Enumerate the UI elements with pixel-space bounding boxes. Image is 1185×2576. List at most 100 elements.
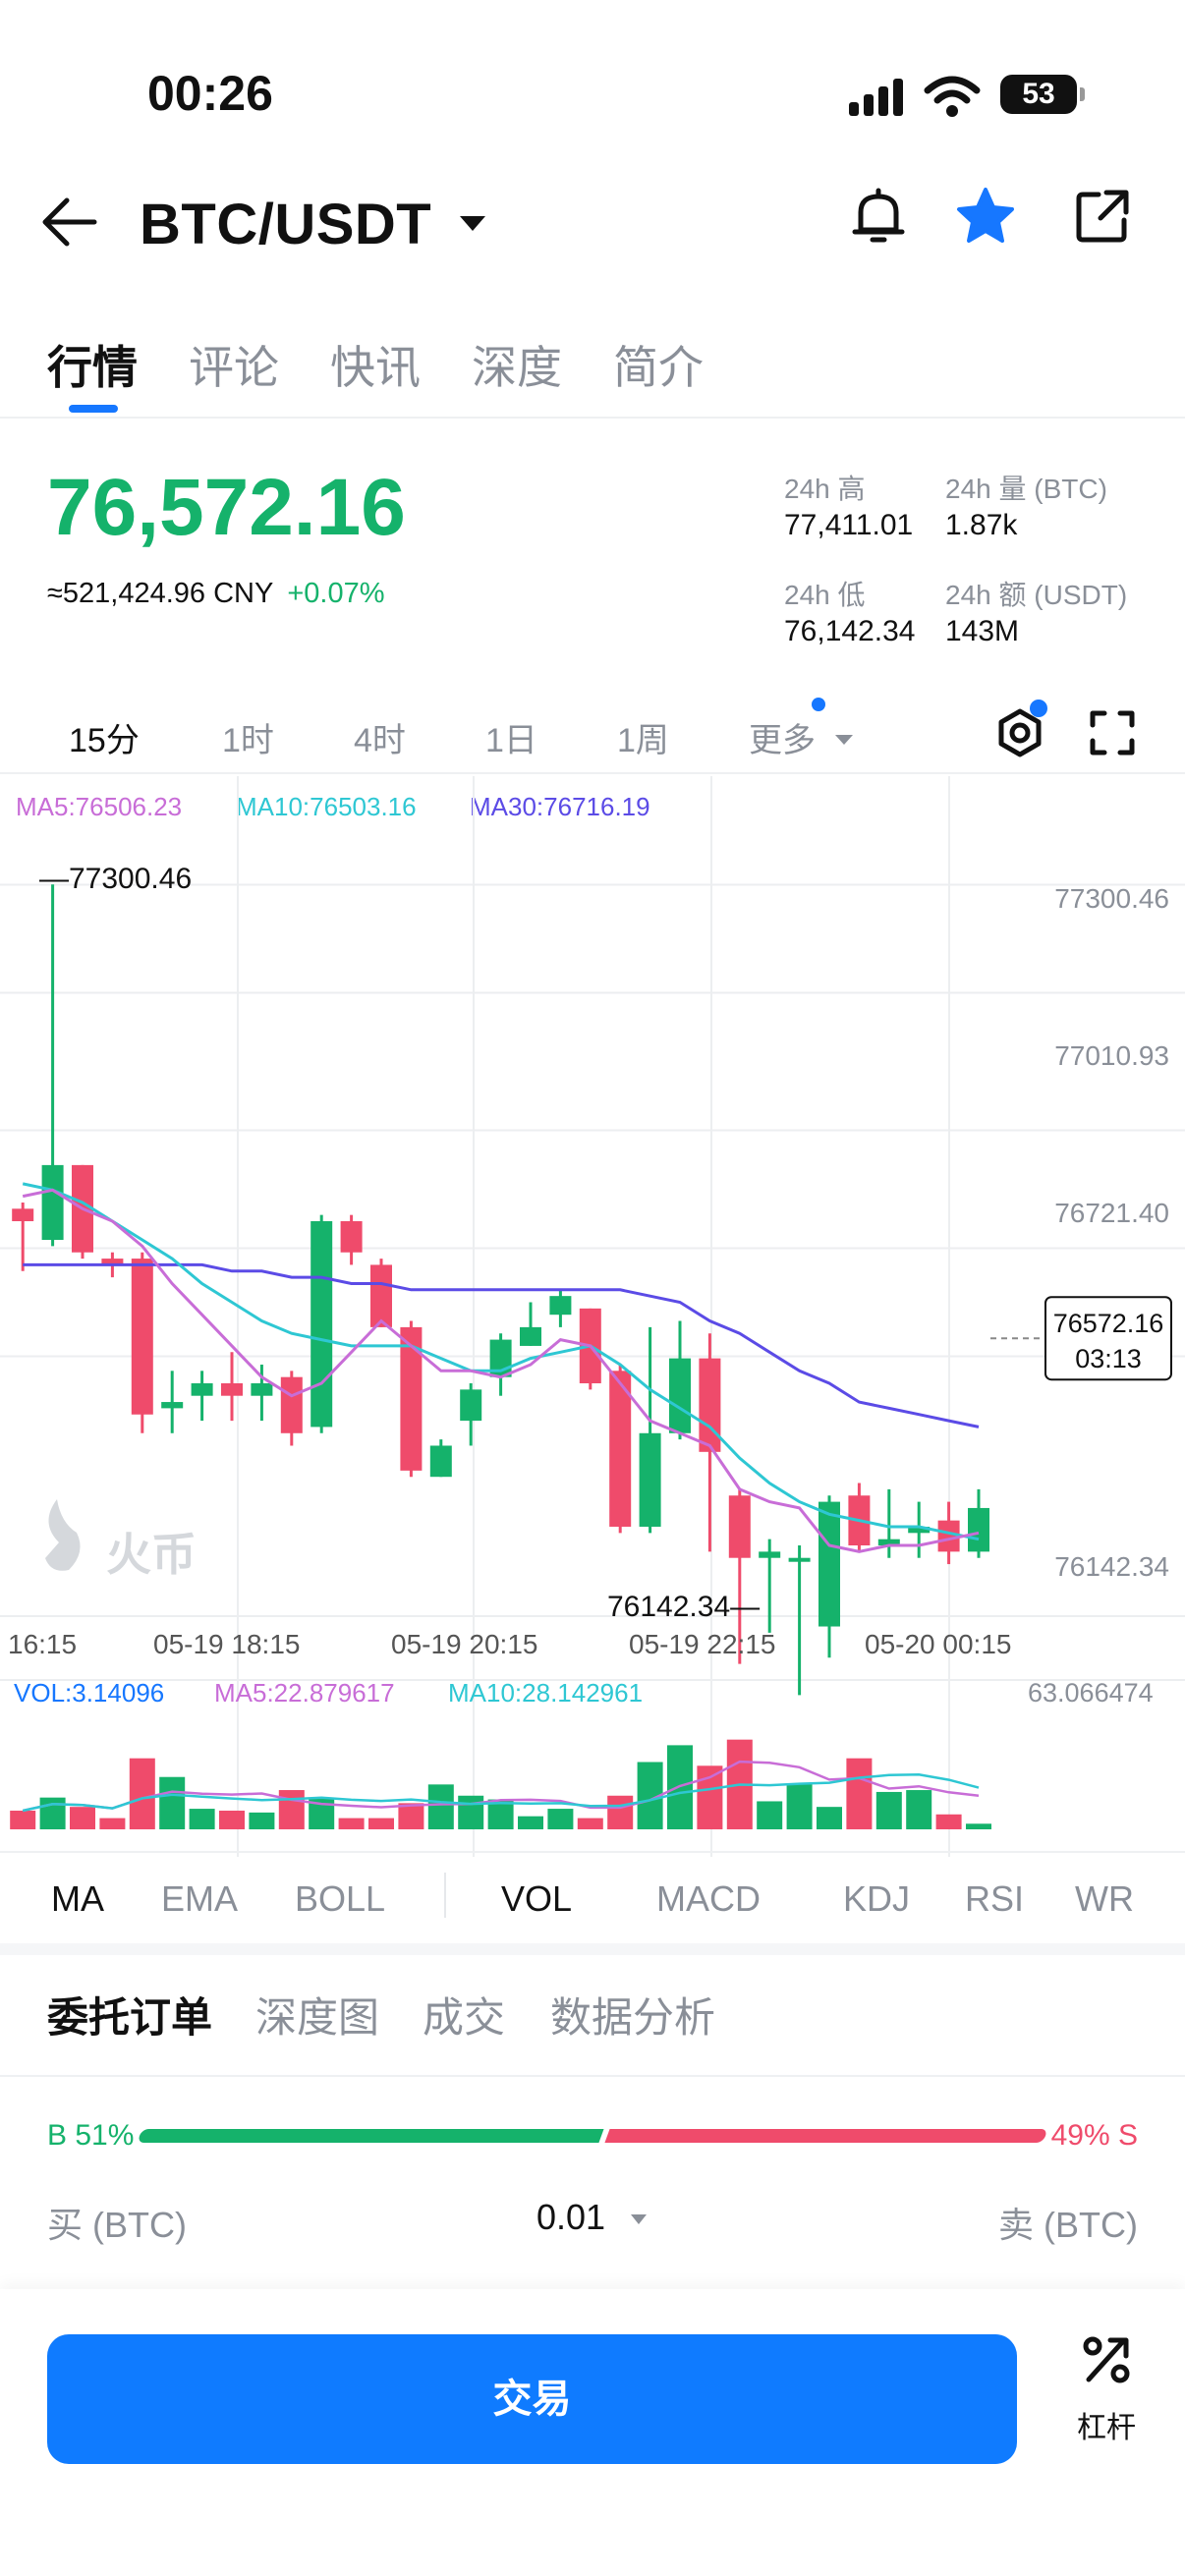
volume-bar <box>846 1758 873 1829</box>
price-axis-label: 77010.93 <box>1054 1040 1169 1071</box>
time-label: 05-19 18:15 <box>153 1629 301 1659</box>
tab-depth[interactable]: 深度 <box>472 342 562 393</box>
buy-ratio: B 51% <box>47 2119 135 2152</box>
watermark-flame-icon <box>45 1499 81 1571</box>
indicator-vol[interactable]: VOL <box>501 1878 573 1919</box>
interval-1d[interactable]: 1日 <box>485 722 537 759</box>
volume-bar <box>219 1810 245 1829</box>
leverage-icon[interactable] <box>1081 2334 1132 2385</box>
buy-column-header: 买 (BTC) <box>47 2205 187 2245</box>
tab-data-analysis[interactable]: 数据分析 <box>550 1994 716 2041</box>
candlestick-chart[interactable]: 77300.4677010.9376721.4076431.8776142.34… <box>0 776 1185 1857</box>
candle-up <box>968 1507 989 1552</box>
ma30-line <box>23 1262 980 1428</box>
watermark-text: 火币 <box>106 1528 197 1581</box>
stat-vol-value: 1.87k <box>945 509 1018 541</box>
tab-trades[interactable]: 成交 <box>423 1994 506 2041</box>
time-label: 16:15 <box>8 1629 78 1659</box>
ma10-line <box>22 1182 980 1541</box>
tab-market[interactable]: 行情 <box>47 342 138 393</box>
volume-bar <box>817 1807 842 1829</box>
indicator-ema[interactable]: EMA <box>161 1878 239 1919</box>
volume-bar <box>906 1790 932 1829</box>
time-label: 05-19 20:15 <box>391 1629 538 1659</box>
indicator-ma[interactable]: MA <box>51 1878 104 1919</box>
interval-1w[interactable]: 1周 <box>617 722 669 759</box>
price-axis-label: 76721.40 <box>1054 1198 1169 1228</box>
price-axis-label: 76142.34 <box>1054 1551 1169 1582</box>
volume-bar <box>10 1810 36 1829</box>
interval-more[interactable]: 更多 <box>749 722 816 759</box>
volume-bar <box>39 1797 66 1829</box>
precision-select[interactable]: 0.01 <box>536 2197 606 2237</box>
tab-indicator <box>69 405 118 413</box>
volume-bar <box>518 1816 543 1829</box>
candle-down <box>340 1221 363 1253</box>
tab-orders[interactable]: 委托订单 <box>47 1994 213 2041</box>
share-icon[interactable] <box>1073 187 1132 246</box>
candle-down <box>728 1495 751 1558</box>
candle-down <box>221 1383 243 1396</box>
back-arrow-icon[interactable] <box>39 195 100 250</box>
battery-indicator: 53 <box>1000 75 1085 114</box>
ma5-label: MA5:76506.23 <box>16 792 183 821</box>
stat-low-label: 24h 低 <box>784 580 866 610</box>
volume-bar <box>875 1791 902 1829</box>
candle-down <box>937 1520 960 1552</box>
status-time: 00:26 <box>147 66 273 121</box>
interval-15m[interactable]: 15分 <box>69 722 140 759</box>
fullscreen-icon[interactable] <box>1089 709 1136 756</box>
price-axis-label: 77300.46 <box>1054 883 1169 914</box>
indicator-settings-icon[interactable] <box>994 707 1045 758</box>
candle-down <box>699 1358 721 1452</box>
pair-title[interactable]: BTC/USDT <box>140 193 432 256</box>
volume-bar <box>966 1823 991 1829</box>
tab-intro[interactable]: 简介 <box>613 342 704 393</box>
volume-bar <box>129 1758 155 1829</box>
indicator-rsi[interactable]: RSI <box>965 1878 1025 1919</box>
leverage-label[interactable]: 杠杆 <box>1077 2412 1136 2444</box>
candle-down <box>101 1259 124 1265</box>
pair-dropdown-icon[interactable] <box>460 216 485 231</box>
precision-caret-icon[interactable] <box>631 2214 647 2224</box>
volume-bar <box>577 1818 603 1829</box>
indicator-macd[interactable]: MACD <box>656 1878 761 1919</box>
price-change: +0.07% <box>287 578 385 609</box>
ma10-label: MA10:76503.16 <box>236 792 417 821</box>
candle-up <box>460 1389 482 1422</box>
candle-down <box>131 1259 153 1415</box>
cny-price: ≈521,424.96 CNY +0.07% <box>47 578 385 610</box>
wifi-icon <box>924 76 981 117</box>
candle-up <box>759 1551 781 1558</box>
indicator-wr[interactable]: WR <box>1075 1878 1134 1919</box>
interval-1h[interactable]: 1时 <box>222 722 274 759</box>
candle-down <box>280 1376 303 1433</box>
bell-icon[interactable] <box>851 187 906 248</box>
time-label: 05-20 00:15 <box>865 1629 1012 1659</box>
indicator-boll[interactable]: BOLL <box>295 1878 386 1919</box>
ma30-label: MA30:76716.19 <box>470 792 650 821</box>
candle-up <box>788 1557 811 1562</box>
indicator-kdj[interactable]: KDJ <box>843 1878 911 1919</box>
buy-ratio-bar <box>137 2129 604 2143</box>
volume-bar <box>935 1814 962 1829</box>
trade-button[interactable]: 交易 <box>47 2334 1017 2464</box>
stat-vol-label: 24h 量 (BTC) <box>945 474 1107 504</box>
volume-bar <box>278 1790 305 1829</box>
star-icon[interactable] <box>955 187 1016 246</box>
indicator-divider <box>0 1851 1185 1853</box>
candle-up <box>429 1445 452 1478</box>
tab-depth-chart[interactable]: 深度图 <box>255 1994 380 2041</box>
sell-column-header: 卖 (BTC) <box>998 2205 1138 2245</box>
candle-up <box>251 1383 273 1396</box>
candle-down <box>12 1208 34 1222</box>
tab-news[interactable]: 快讯 <box>330 342 421 393</box>
tab-comments[interactable]: 评论 <box>189 342 279 393</box>
interval-4h[interactable]: 4时 <box>354 722 406 759</box>
volume-bar <box>70 1807 95 1829</box>
volume-bar <box>159 1776 186 1829</box>
last-price: 76,572.16 <box>47 463 406 552</box>
low-marker-label: 76142.34— <box>607 1591 760 1623</box>
more-badge-dot <box>812 698 825 711</box>
candle-up <box>191 1383 213 1396</box>
